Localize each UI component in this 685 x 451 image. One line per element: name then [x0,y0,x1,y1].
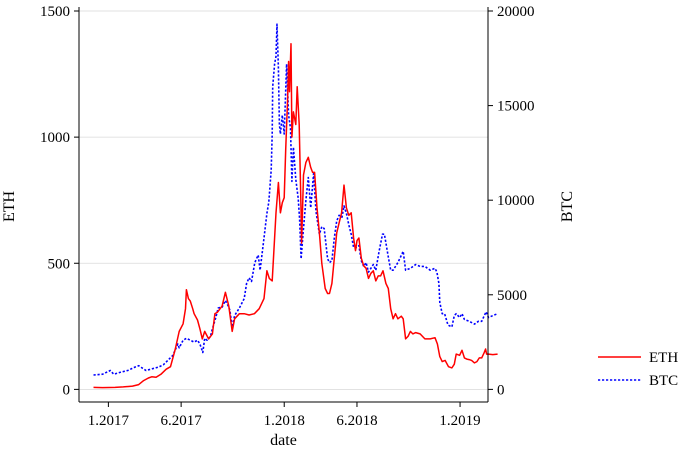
right-y-tick-label: 20000 [497,4,535,20]
x-tick-label: 1.2019 [439,413,480,429]
grid-lines [79,10,488,390]
right-y-tick-label: 10000 [497,193,535,209]
left-y-tick-label: 1500 [40,4,70,20]
left-y-tick-label: 1000 [40,130,70,146]
axes [78,7,489,403]
left-y-tick-label: 0 [63,382,71,398]
legend-label-btc: BTC [649,373,678,389]
legend: ETH BTC [598,350,678,389]
right-y-tick-label: 5000 [497,288,527,304]
right-y-axis-title: BTC [559,191,576,222]
right-y-tick-label: 15000 [497,99,535,115]
right-y-tick-label: 0 [497,382,505,398]
legend-label-eth: ETH [649,350,678,366]
x-tick-label: 6.2017 [161,413,203,429]
series-line-eth [93,43,498,389]
x-tick-label: 1.2017 [88,413,130,429]
series-line-btc [93,23,498,376]
series-lines [93,23,498,389]
x-axis-title: date [270,432,297,449]
x-tick-label: 1.2018 [264,413,305,429]
left-y-tick-label: 500 [48,256,71,272]
left-y-axis-title: ETH [1,191,18,223]
x-tick-label: 6.2018 [336,413,377,429]
